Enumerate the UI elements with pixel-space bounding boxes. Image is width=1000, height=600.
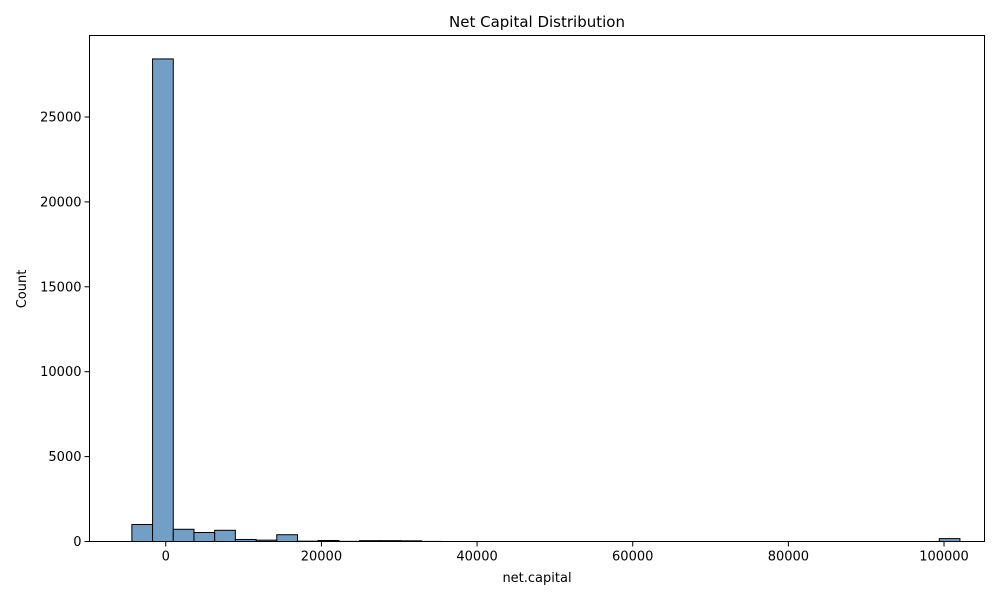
y-tick-label: 5000 <box>48 450 81 465</box>
histogram-bar <box>152 58 174 542</box>
y-tick-label: 15000 <box>40 280 81 295</box>
histogram-bar <box>172 528 195 542</box>
histogram-bar <box>214 529 236 542</box>
y-tick-label: 10000 <box>40 365 81 380</box>
x-axis-label: net.capital <box>502 571 571 586</box>
histogram-bar <box>131 524 154 543</box>
x-tick-label: 20000 <box>301 550 342 565</box>
y-axis-label: Count <box>15 270 30 309</box>
chart-title: Net Capital Distribution <box>449 13 625 31</box>
x-tick-label: 0 <box>162 550 170 565</box>
x-tick-label: 100000 <box>919 550 969 565</box>
bars-group <box>131 58 961 543</box>
x-tick-label: 60000 <box>612 550 653 565</box>
y-tick-label: 0 <box>73 535 81 550</box>
x-tick-label: 80000 <box>768 550 809 565</box>
plot-frame <box>89 35 985 542</box>
histogram-bar <box>276 534 298 543</box>
histogram-bar <box>193 532 216 542</box>
y-tick-label: 25000 <box>40 111 81 126</box>
x-tick-label: 40000 <box>456 550 497 565</box>
y-axis: 0 5000 10000 15000 20000 25000 <box>40 111 90 550</box>
x-axis: 0 20000 40000 60000 80000 100000 <box>162 541 969 565</box>
y-tick-label: 20000 <box>40 195 81 210</box>
